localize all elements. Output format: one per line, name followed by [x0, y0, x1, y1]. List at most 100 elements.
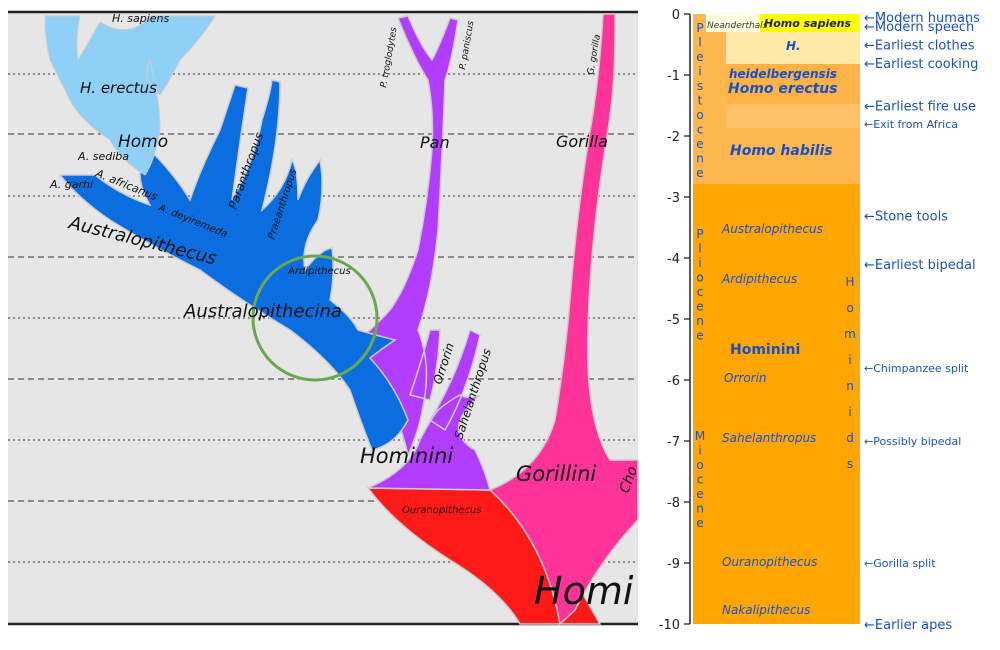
label-gorillini: Gorillini: [516, 462, 596, 486]
vertical-letter: o: [696, 458, 703, 472]
vertical-letter: c: [697, 285, 704, 299]
vertical-letter: d: [846, 431, 854, 445]
event-annotations: ←Modern humans←Modern speech ←Earliest cl…: [864, 11, 980, 633]
vertical-letter: l: [698, 36, 701, 50]
fire-band: [726, 104, 860, 128]
vertical-letter: H: [845, 275, 854, 289]
vertical-letter: s: [847, 457, 853, 471]
label-australopithecina: Australopithecina: [183, 301, 342, 322]
vertical-letter: P: [696, 21, 703, 35]
taxon-australopithecus: Australopithecus: [721, 222, 823, 236]
event-label: ←Earliest clothes: [864, 39, 975, 54]
vertical-letter: e: [696, 329, 703, 343]
vertical-letter: i: [698, 256, 701, 270]
vertical-letter: e: [696, 487, 703, 501]
taxon-h: H.: [786, 39, 801, 53]
event-label: ←Gorilla split: [864, 557, 936, 570]
vertical-letter: e: [696, 166, 703, 180]
vertical-letter: c: [697, 123, 704, 137]
vertical-letter: n: [696, 314, 704, 328]
vertical-letter: t: [698, 94, 703, 108]
vertical-letter: n: [696, 502, 704, 516]
tick-label: -5: [667, 313, 680, 328]
vertical-letter: e: [696, 516, 703, 530]
vertical-letter: n: [696, 152, 704, 166]
vertical-letter: o: [696, 108, 703, 122]
taxon-heidelbergensis: heidelbergensis: [729, 67, 837, 81]
taxon-hominini: Hominini: [730, 342, 800, 358]
tick-label: -10: [659, 618, 680, 633]
label-gorilla: Gorilla: [556, 132, 608, 151]
phylogeny-panel: H. sapiens H. erectus Homo A. sediba A. …: [8, 10, 641, 626]
event-label: ←Modern speech: [864, 20, 974, 35]
taxon-orrorin: Orrorin: [724, 371, 767, 385]
tick-label: -3: [667, 191, 680, 206]
vertical-letter: o: [846, 301, 853, 315]
vertical-letter: i: [698, 444, 701, 458]
label-ouranopithecus: Ouranopithecus: [402, 505, 482, 516]
vertical-letter: i: [848, 353, 851, 367]
event-label: ←Possibly bipedal: [864, 435, 961, 448]
taxon-ouranopithecus: Ouranopithecus: [722, 555, 817, 569]
vertical-letter: e: [696, 137, 703, 151]
taxon-homo-erectus: Homo erectus: [728, 81, 838, 97]
sapiens-band: [760, 14, 860, 32]
pan-branch: [350, 15, 491, 491]
event-label: ←Modern humans: [864, 11, 980, 26]
vertical-letter: l: [698, 242, 701, 256]
event-label: ←Earliest bipedal: [864, 258, 976, 273]
label-a-sediba: A. sediba: [77, 150, 129, 163]
tick-group: 0 -1 -2 -3 -4 -5 -6 -7 -8 -9 -10: [659, 8, 690, 633]
vertical-letter: s: [697, 79, 703, 93]
label-hominini: Hominini: [360, 444, 453, 468]
ardipithecus-highlight-circle: [251, 254, 379, 382]
event-label: ←Stone tools: [864, 209, 948, 224]
timeline-taxa: Neanderthals Homo sapiens H. heidelberge…: [707, 17, 852, 617]
vertical-letter: M: [695, 429, 705, 443]
tick-label: -9: [667, 557, 680, 572]
event-label: ←Earlier apes: [864, 618, 952, 633]
label-homo: Homo: [118, 132, 168, 152]
vertical-letter: e: [696, 50, 703, 64]
label-a-garhi: A. garhi: [49, 178, 93, 191]
vertical-letter: e: [696, 300, 703, 314]
taxon-sahelanthropus: Sahelanthropus: [722, 431, 816, 445]
tick-label: -1: [667, 69, 680, 84]
vertical-letter: P: [696, 227, 703, 241]
vertical-letter: o: [696, 271, 703, 285]
tick-label: -8: [667, 496, 680, 511]
taxon-ardipithecus: Ardipithecus: [721, 272, 797, 286]
label-hominae: Homi: [534, 569, 634, 613]
tick-label: 0: [672, 8, 680, 23]
taxon-homo-sapiens: Homo sapiens: [764, 17, 852, 30]
label-pan: Pan: [420, 133, 450, 152]
label-h-sapiens: H. sapiens: [112, 12, 170, 25]
gorilla-branch: [488, 13, 639, 626]
homo-branch: [44, 15, 216, 176]
vertical-letter: n: [846, 379, 854, 393]
vertical-letter: i: [848, 405, 851, 419]
tick-label: -7: [667, 435, 680, 450]
vertical-letter: m: [844, 327, 856, 341]
tick-label: -6: [667, 374, 680, 389]
vertical-letter: c: [697, 473, 704, 487]
tick-label: -4: [667, 252, 680, 267]
tick-label: -2: [667, 130, 680, 145]
label-ardipithecus: Ardipithecus: [287, 266, 351, 277]
event-label: ←Chimpanzee split: [864, 362, 969, 375]
vertical-letter: i: [698, 65, 701, 79]
event-label: ←Earliest cooking: [864, 57, 978, 72]
taxon-nakalipithecus: Nakalipithecus: [722, 603, 810, 617]
taxon-neanderthals: Neanderthals: [707, 21, 768, 31]
label-h-erectus: H. erectus: [80, 79, 157, 97]
taxon-homo-habilis: Homo habilis: [730, 143, 833, 159]
event-label: ←Exit from Africa: [864, 118, 958, 131]
event-label: ←Earliest fire use: [864, 100, 976, 115]
